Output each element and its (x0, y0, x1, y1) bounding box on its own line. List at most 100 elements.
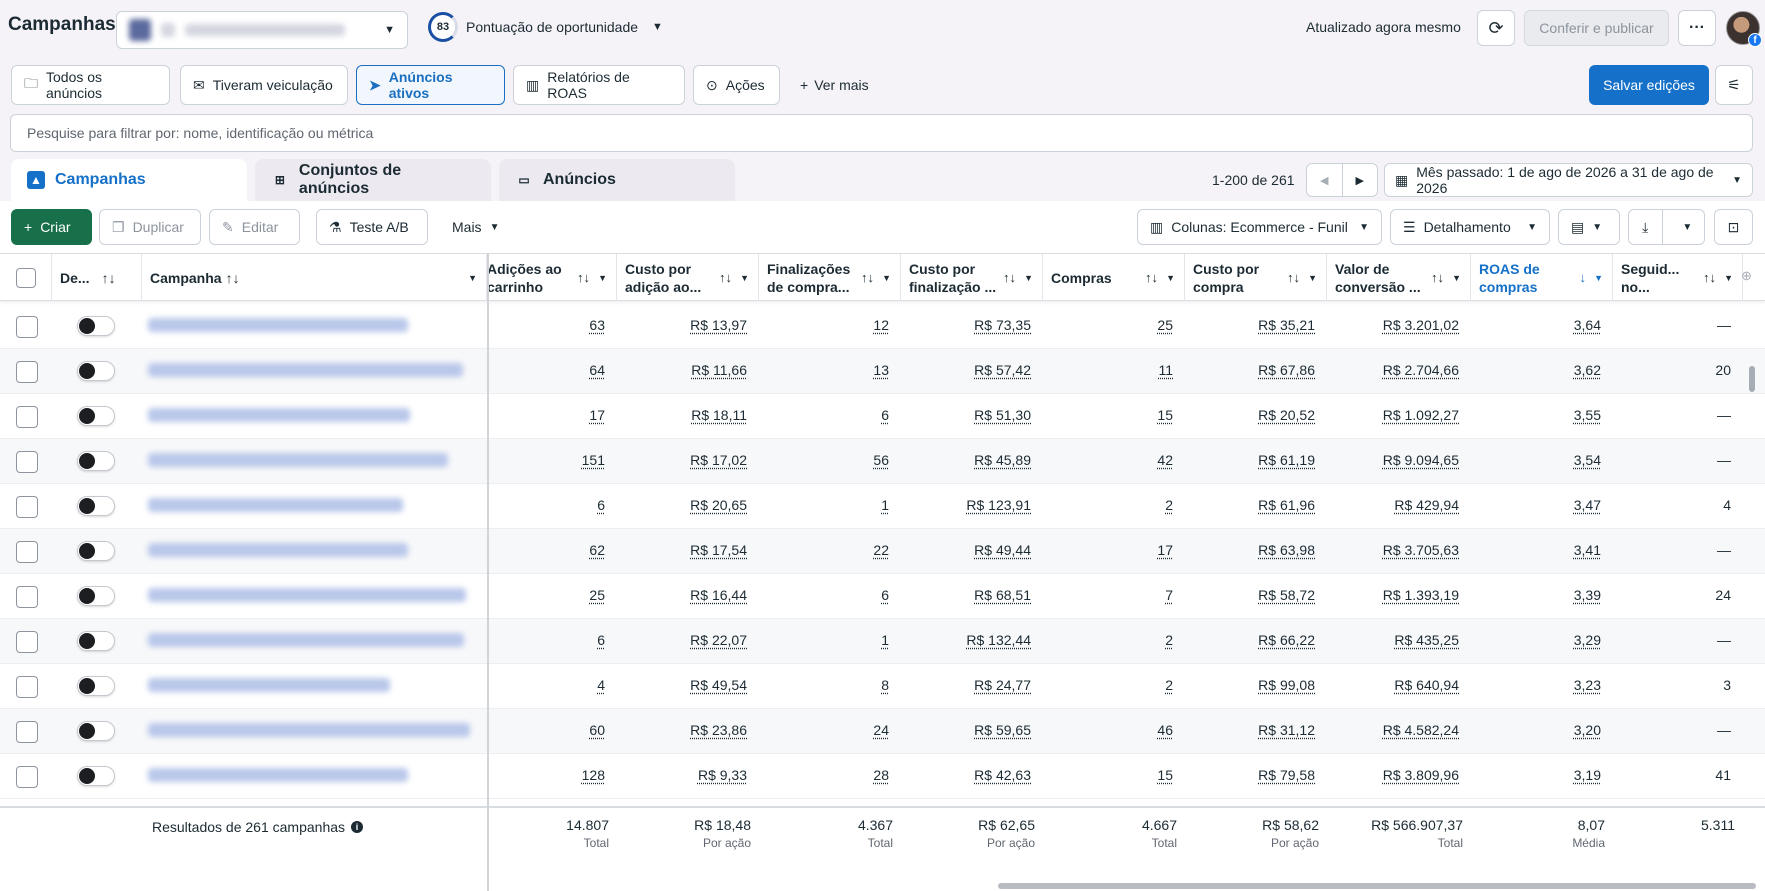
tab-delivered[interactable]: ✉ Tiveram veiculação (180, 65, 348, 105)
metric-cell[interactable]: R$ 51,30 (974, 407, 1031, 423)
metric-cell[interactable]: R$ 99,08 (1258, 677, 1315, 693)
delivery-toggle[interactable] (77, 496, 115, 516)
tab-ads[interactable]: ▭ Anúncios (499, 159, 735, 201)
info-icon[interactable]: i (351, 821, 364, 833)
metric-cell[interactable]: 2 (1165, 677, 1173, 693)
column-header-metric[interactable]: Custo por compra ↑↓ ▼ (1185, 254, 1327, 301)
column-header-delivery[interactable]: De... ↑↓ (52, 254, 142, 301)
metric-cell[interactable]: 6 (597, 632, 605, 648)
metric-cell[interactable]: R$ 67,86 (1258, 362, 1315, 378)
metric-cell[interactable]: R$ 17,02 (690, 452, 747, 468)
columns-dropdown[interactable]: ▥ Colunas: Ecommerce - Funil ▼ (1137, 209, 1382, 245)
metric-cell[interactable]: 6 (881, 407, 889, 423)
column-header-campaign[interactable]: Campanha ↑↓ ▼ (142, 254, 487, 301)
metric-cell[interactable]: 151 (581, 452, 605, 468)
metric-cell[interactable]: 46 (1157, 722, 1173, 738)
metric-cell[interactable]: R$ 35,21 (1258, 317, 1315, 333)
metric-cell[interactable]: 1 (881, 497, 889, 513)
metric-cell[interactable]: 3,64 (1573, 317, 1601, 333)
metric-cell[interactable]: R$ 18,11 (691, 407, 747, 423)
breakdown-dropdown[interactable]: ☰ Detalhamento ▼ (1390, 209, 1550, 245)
metric-cell[interactable]: R$ 17,54 (690, 542, 747, 558)
row-checkbox[interactable] (16, 721, 38, 743)
metric-cell[interactable]: R$ 3.809,96 (1382, 767, 1459, 783)
column-header-metric[interactable]: Custo por finalização ... ↑↓ ▼ (901, 254, 1043, 301)
metric-cell[interactable]: 6 (881, 587, 889, 603)
table-row[interactable]: 6 R$ 22,07 1 R$ 132,44 2 R$ 66,22 R$ 435,25 3,2… (0, 619, 1765, 664)
table-row[interactable]: 6 R$ 20,65 1 R$ 123,91 2 R$ 61,96 R$ 429,94 3,4… (0, 484, 1765, 529)
see-more-button[interactable]: + Ver mais (800, 77, 869, 93)
metric-cell[interactable]: R$ 1.092,27 (1382, 407, 1459, 423)
metric-cell[interactable]: 3,41 (1573, 542, 1601, 558)
metric-cell[interactable]: R$ 68,51 (974, 587, 1031, 603)
campaign-name-redacted[interactable] (148, 768, 408, 782)
next-page-button[interactable]: ▶ (1355, 174, 1364, 187)
metric-cell[interactable]: R$ 16,44 (690, 587, 747, 603)
metric-cell[interactable]: R$ 61,96 (1258, 497, 1315, 513)
view-settings-button[interactable]: ⚟ (1715, 65, 1753, 105)
metric-cell[interactable]: R$ 23,86 (690, 722, 747, 738)
review-publish-button[interactable]: Conferir e publicar (1524, 10, 1669, 46)
tab-campaigns[interactable]: ▲ Campanhas (11, 159, 247, 201)
more-options-button[interactable]: ··· (1678, 10, 1716, 46)
metric-cell[interactable]: 56 (873, 452, 889, 468)
campaign-name-redacted[interactable] (148, 453, 448, 467)
tab-all-ads[interactable]: 🗀 Todos os anúncios (11, 65, 170, 105)
metric-cell[interactable]: R$ 9.094,65 (1382, 452, 1459, 468)
metric-cell[interactable]: 64 (589, 362, 605, 378)
row-checkbox[interactable] (16, 676, 38, 698)
opportunity-score[interactable]: 83 Pontuação de oportunidade ▼ (428, 12, 663, 42)
metric-cell[interactable]: R$ 132,44 (966, 632, 1031, 648)
row-checkbox[interactable] (16, 586, 38, 608)
delivery-toggle[interactable] (77, 406, 115, 426)
column-header-metric[interactable]: Valor de conversão ... ↑↓ ▼ (1327, 254, 1471, 301)
metric-cell[interactable]: 3,47 (1573, 497, 1601, 513)
metric-cell[interactable]: 2 (1165, 497, 1173, 513)
metric-cell[interactable]: 8 (881, 677, 889, 693)
campaign-name-redacted[interactable] (148, 588, 466, 602)
metric-cell[interactable]: 4 (597, 677, 605, 693)
table-row[interactable]: 4 R$ 49,54 8 R$ 24,77 2 R$ 99,08 R$ 640,94 3,23… (0, 664, 1765, 709)
avatar[interactable]: f (1726, 11, 1762, 47)
metric-cell[interactable]: 3,39 (1573, 587, 1601, 603)
create-button[interactable]: + Criar (11, 209, 92, 245)
metric-cell[interactable]: R$ 2.704,66 (1382, 362, 1459, 378)
campaign-name-redacted[interactable] (148, 318, 408, 332)
row-checkbox[interactable] (16, 451, 38, 473)
row-checkbox[interactable] (16, 631, 38, 653)
metric-cell[interactable]: 1 (881, 632, 889, 648)
metric-cell[interactable]: R$ 59,65 (974, 722, 1031, 738)
metric-cell[interactable]: 17 (589, 407, 605, 423)
metric-cell[interactable]: R$ 3.705,63 (1382, 542, 1459, 558)
campaign-name-redacted[interactable] (148, 363, 463, 377)
metric-cell[interactable]: 3,19 (1573, 767, 1601, 783)
metric-cell[interactable]: 42 (1157, 452, 1173, 468)
metric-cell[interactable]: R$ 24,77 (974, 677, 1031, 693)
metric-cell[interactable]: R$ 57,42 (974, 362, 1031, 378)
metric-cell[interactable]: 3,23 (1573, 677, 1601, 693)
metric-cell[interactable]: 2 (1165, 632, 1173, 648)
row-checkbox[interactable] (16, 541, 38, 563)
metric-cell[interactable]: 3,55 (1573, 407, 1601, 423)
metric-cell[interactable]: R$ 45,89 (974, 452, 1031, 468)
export-dropdown[interactable]: ⤓ ▼ (1628, 209, 1705, 245)
column-header-metric[interactable]: ROAS de compras ↓ ▼ (1471, 254, 1613, 301)
edit-button[interactable]: ✎ Editar (209, 209, 300, 245)
chevron-down-icon[interactable]: ▼ (1682, 221, 1693, 233)
more-actions-dropdown[interactable]: Mais ▼ (440, 209, 516, 245)
account-selector[interactable]: ▼ (116, 11, 408, 49)
delivery-toggle[interactable] (77, 451, 115, 471)
metric-cell[interactable]: 7 (1165, 587, 1173, 603)
prev-page-button[interactable]: ◀ (1307, 164, 1343, 196)
column-header-metric[interactable]: Adições ao carrinho ↑↓ ▼ (487, 254, 617, 301)
horizontal-scrollbar[interactable] (998, 883, 1756, 889)
campaign-name-redacted[interactable] (148, 633, 464, 647)
metric-cell[interactable]: R$ 20,65 (690, 497, 747, 513)
metric-cell[interactable]: 62 (589, 542, 605, 558)
campaign-name-redacted[interactable] (148, 408, 410, 422)
campaign-name-redacted[interactable] (148, 543, 408, 557)
metric-cell[interactable]: R$ 79,58 (1258, 767, 1315, 783)
delivery-toggle[interactable] (77, 631, 115, 651)
metric-cell[interactable]: R$ 3.201,02 (1382, 317, 1459, 333)
select-all-checkbox[interactable] (16, 268, 36, 288)
